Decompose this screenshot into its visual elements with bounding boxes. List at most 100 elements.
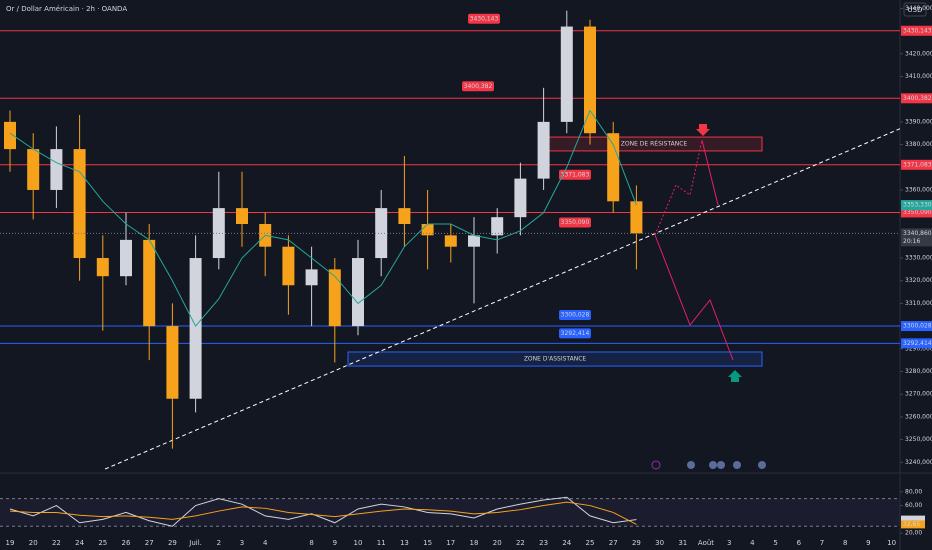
event-icon[interactable] — [709, 461, 717, 469]
x-tick-label: 13 — [400, 539, 409, 547]
zone-label: ZONE DE RÉSISTANCE — [621, 139, 688, 147]
event-icon[interactable] — [651, 460, 661, 470]
y-tick-label: 3280,000 — [905, 368, 932, 375]
event-icon[interactable] — [687, 461, 695, 469]
y-tick-label: 3310,000 — [905, 300, 932, 307]
level-axis-tag: 3292,414 — [903, 340, 932, 347]
x-tick-label: 18 — [470, 539, 479, 547]
x-tick-label: 10 — [887, 539, 896, 547]
x-tick-label: 17 — [446, 539, 455, 547]
x-tick-label: 26 — [122, 539, 131, 547]
x-tick-label: 8 — [843, 539, 847, 547]
candle-body — [282, 246, 295, 286]
level-axis-tag: 3350,090 — [903, 209, 932, 216]
x-tick-label: 7 — [820, 539, 824, 547]
y-tick-label: 3240,000 — [905, 459, 932, 466]
x-tick-label: 25 — [586, 539, 595, 547]
x-tick-label: 23 — [539, 539, 548, 547]
event-icon[interactable] — [733, 461, 741, 469]
x-tick-label: 5 — [773, 539, 777, 547]
y-tick-label: 3420,000 — [905, 50, 932, 57]
candle-body — [560, 26, 573, 122]
level-tag-bg — [468, 13, 500, 24]
projection-drop — [654, 234, 734, 361]
candle-body — [444, 235, 457, 247]
countdown: 20:16 — [903, 238, 920, 245]
x-tick-label: 30 — [655, 539, 664, 547]
x-tick-label: 3 — [240, 539, 244, 547]
level-tag: 3300,028 — [561, 312, 590, 319]
x-tick-label: 22 — [52, 539, 61, 547]
x-tick-label: 9 — [333, 539, 337, 547]
candle-body — [421, 223, 434, 236]
level-axis-tag-bg — [901, 93, 932, 104]
candle-body — [236, 208, 248, 224]
x-tick-label: Août — [698, 539, 714, 547]
x-tick-label: 20 — [493, 539, 502, 547]
candle-body — [27, 149, 40, 190]
level-axis-tag-bg — [901, 321, 932, 332]
candle-body — [630, 201, 643, 234]
currency[interactable]: USD — [908, 6, 923, 14]
x-tick-label: Juil. — [188, 539, 202, 547]
candle-body — [584, 26, 596, 134]
candle-body — [73, 149, 86, 259]
candle-body — [491, 217, 504, 236]
last-tag: 3340,860 — [903, 230, 932, 237]
x-tick-label: 4 — [750, 539, 755, 547]
rsi-tag-bg — [901, 515, 925, 524]
candle-body — [352, 258, 364, 327]
event-icon[interactable] — [758, 461, 766, 469]
last-tag-bg — [901, 228, 932, 247]
x-tick-label: 29 — [632, 539, 641, 547]
y-tick-label: 3330,000 — [905, 255, 932, 262]
drawing-layer: 3240,000 3250,000 3260,000 3270,000 3280,000… — [0, 5, 932, 547]
candle-body — [328, 269, 341, 327]
x-tick-label: 15 — [423, 539, 432, 547]
event-icon[interactable] — [717, 461, 725, 469]
level-axis-tag-bg — [901, 25, 932, 36]
x-tick-label: 8 — [309, 539, 313, 547]
zone-label: ZONE D'ASSISTANCE — [524, 356, 587, 363]
y-tick-label: 3410,000 — [905, 73, 932, 80]
x-tick-label: 10 — [354, 539, 363, 547]
y-tick-label: 3290,000 — [905, 345, 932, 352]
candle-body — [96, 258, 109, 277]
level-axis-tag-bg — [901, 159, 932, 170]
chart-title: Or / Dollar Américain · 2h · OANDA — [6, 5, 127, 13]
zone — [347, 351, 763, 367]
x-tick-label: 31 — [678, 539, 687, 547]
candle-body — [50, 149, 63, 190]
level-axis-tag: 3430,143 — [903, 27, 932, 34]
rsi-tag-bg — [901, 520, 925, 529]
rsi-tick-label: 60,00 — [905, 502, 922, 509]
candle-body — [212, 208, 225, 259]
level-axis-tag-bg — [901, 207, 932, 218]
x-tick-label: 11 — [377, 539, 386, 547]
candle-body — [189, 258, 202, 399]
level-axis-tag: 3300,028 — [903, 323, 932, 330]
x-tick-label: 24 — [75, 539, 84, 547]
candle-body — [143, 239, 156, 327]
y-tick-label: 3360,000 — [905, 186, 932, 193]
x-tick-label: 25 — [98, 539, 107, 547]
event-icons — [651, 460, 766, 470]
candle-body — [398, 208, 411, 224]
y-tick-label: 3320,000 — [905, 277, 932, 284]
y-tick-label: 3270,000 — [905, 391, 932, 398]
x-tick-label: 4 — [263, 539, 268, 547]
currency-button[interactable] — [903, 2, 927, 17]
level-tag-bg — [559, 169, 591, 180]
candle-body — [607, 133, 620, 202]
level-tag-bg — [559, 310, 591, 321]
level-tag: 3400,382 — [464, 83, 493, 90]
level-axis-tag-bg — [901, 338, 932, 349]
level-tag: 3430,143 — [470, 15, 499, 22]
ma-axis-tag: 3353,330 — [903, 202, 932, 209]
candle-body — [4, 121, 16, 150]
candle-body — [166, 326, 179, 399]
x-tick-label: 24 — [562, 539, 571, 547]
candle-body — [514, 178, 527, 218]
